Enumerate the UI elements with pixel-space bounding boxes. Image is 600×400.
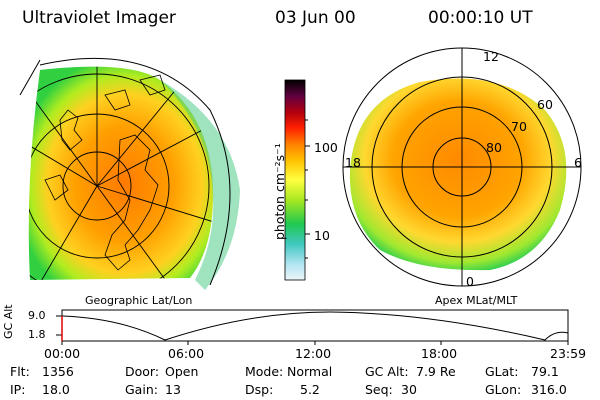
altitude-ylabel: GC Alt (2, 304, 15, 339)
mlat-label-60: 60 (537, 97, 553, 112)
flt-label: Flt: (10, 364, 30, 379)
colorbar-tick-10: 10 (314, 228, 330, 243)
instrument-title: Ultraviolet Imager (22, 8, 176, 28)
header-time: 00:00:10 UT (428, 8, 533, 28)
altitude-plot (56, 309, 569, 345)
left-dayglow-fringe (160, 80, 240, 290)
altitude-xtick-1200: 12:00 (295, 346, 332, 361)
altitude-ytick-9: 9.0 (28, 309, 46, 322)
right-grid (342, 47, 582, 287)
dsp-value: 5.2 (300, 382, 320, 397)
right-magnetic-map (342, 47, 582, 287)
altitude-xtick-0000: 00:00 (44, 346, 81, 361)
right-map-caption: Apex MLat/MLT (435, 294, 518, 307)
gain-label: Gain: (125, 382, 158, 397)
dsp-label: Dsp: (245, 382, 274, 397)
glon-value: 316.0 (531, 382, 567, 397)
mlt-label-18: 18 (345, 155, 361, 170)
altitude-xtick-0600: 06:00 (168, 346, 205, 361)
door-value: Open (165, 364, 199, 379)
glat-value: 79.1 (531, 364, 559, 379)
mlt-label-6: 6 (574, 155, 582, 170)
header-date: 03 Jun 00 (275, 8, 356, 28)
ip-label: IP: (10, 382, 26, 397)
altitude-plot-frame (61, 309, 569, 342)
left-geographic-map (19, 57, 240, 290)
right-auroral-image (349, 78, 567, 271)
flt-value: 1356 (42, 364, 74, 379)
continent-outlines (44, 74, 166, 271)
gcalt-value: 7.9 Re (416, 364, 456, 379)
colorbar-unit-label: photon cm⁻²s⁻¹ (272, 143, 287, 240)
mlat-label-80: 80 (486, 140, 502, 155)
mode-label: Mode: (245, 364, 284, 379)
door-label: Door: (125, 364, 160, 379)
color-bar (284, 79, 310, 281)
seq-label: Seq: (365, 382, 393, 397)
glat-label: GLat: (485, 364, 519, 379)
glon-label: GLon: (485, 382, 522, 397)
color-bar-scale (284, 79, 306, 281)
mode-value: Normal (287, 364, 333, 379)
altitude-xtick-2359: 23:59 (550, 346, 587, 361)
mlat-label-70: 70 (511, 119, 527, 134)
gain-value: 13 (165, 382, 181, 397)
altitude-ytick-1-8: 1.8 (28, 328, 46, 341)
ip-value: 18.0 (42, 382, 70, 397)
left-limb-edge (19, 59, 41, 96)
colorbar-tick-100: 100 (314, 140, 338, 155)
left-map-caption: Geographic Lat/Lon (85, 294, 193, 307)
mlt-label-12: 12 (483, 49, 499, 64)
seq-value: 30 (401, 382, 417, 397)
left-limb-arc (39, 57, 231, 286)
altitude-curve (61, 311, 569, 341)
gcalt-label: GC Alt: (365, 364, 409, 379)
altitude-xtick-1800: 18:00 (421, 346, 458, 361)
mlt-label-0: 0 (466, 274, 474, 289)
